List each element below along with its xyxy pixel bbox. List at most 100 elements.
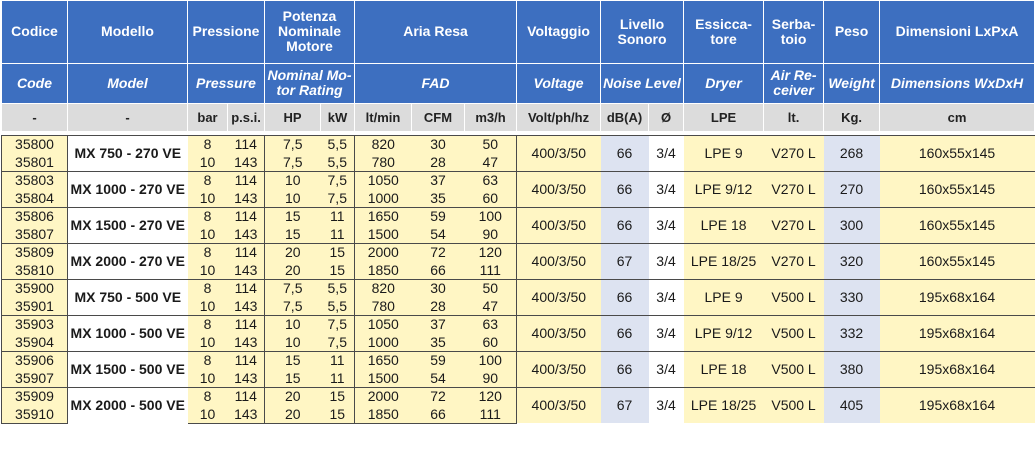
voltage-cell: 400/3/50 [516,206,601,243]
code-cell: 35909 [1,386,68,405]
code-cell: 35806 [1,206,68,225]
noise-dba-cell: 67 [600,242,649,279]
fad-m3h-cell: 50 [464,134,518,153]
pressure-psi-cell: 114 [227,242,265,261]
fad-m3h-cell: 50 [464,278,518,297]
dryer-cell: LPE 18/25 [683,386,764,423]
dryer-cell: LPE 9/12 [683,170,764,207]
power-kw-cell: 15 [320,261,356,279]
pressure-psi-cell: 143 [227,405,265,424]
unit-weight: Kg. [823,102,881,132]
dryer-size: 9/12 [725,181,753,197]
header-model-it: Modello [67,1,188,63]
fad-ltmin-cell: 1500 [354,369,412,387]
power-hp-cell: 7,5 [264,153,321,171]
compressor-spec-table: Codice Modello Pressione Potenza Nominal… [1,1,1035,424]
power-hp-cell: 7,5 [264,134,321,153]
noise-dba-cell: 66 [600,170,649,207]
fad-ltmin-cell: 1650 [354,350,412,369]
dryer-name: LPE [690,397,718,414]
header-pressure-en: Pressure [187,62,265,104]
table-row: 35804 10 143 10 7,5 1000 35 60 [1,189,1035,207]
dims-cell: 195x68x164 [879,278,1035,315]
unit-cfm: CFM [411,102,466,132]
header-spacer [1,131,1035,135]
pressure-psi-cell: 114 [227,314,265,333]
header-voltage-en: Voltage [516,62,602,104]
tank-prefix: V [771,217,781,233]
tank-size: 500 L [780,361,816,377]
table-row: 35800 MX 750 - 270 VE 8 114 7,5 5,5 820 30 50 400… [1,134,1035,171]
power-kw-cell: 5,5 [320,297,356,315]
unit-psi: p.s.i. [227,102,265,132]
noise-dba-cell: 66 [600,206,649,243]
tank-prefix: V [771,361,781,377]
pressure-bar-cell: 8 [187,350,228,369]
fad-ltmin-cell: 2000 [354,242,412,261]
dryer-size: 9 [734,289,743,305]
model-cell: MX 1000 - 500 VE [67,314,188,351]
fitting-cell: 3/4 [648,242,684,279]
power-kw-cell: 15 [320,242,356,261]
tank-prefix: V [771,397,781,414]
fad-ltmin-cell: 1050 [354,170,412,189]
pressure-psi-cell: 143 [227,333,265,351]
fad-m3h-cell: 63 [464,170,518,189]
noise-dba-cell: 67 [600,386,649,423]
tank-prefix: V [771,253,781,269]
fad-ltmin-cell: 1000 [354,333,412,351]
voltage-cell: 400/3/50 [516,242,601,279]
fad-m3h-cell: 47 [464,297,518,315]
tank-size: 270 L [780,253,816,269]
dryer-cell: LPE 9 [683,134,764,171]
dryer-size: 18 [730,361,747,377]
fad-cfm-cell: 28 [411,297,465,315]
model-cell: MX 2000 - 270 VE [67,242,188,279]
spacer-cell [1,131,1035,135]
weight-cell: 320 [823,242,880,279]
tank-size: 500 L [780,397,816,414]
fad-cfm-cell: 30 [411,278,465,297]
table-row: 35807 10 143 15 11 1500 54 90 [1,225,1035,243]
fad-ltmin-cell: 1650 [354,206,412,225]
dims-cell: 160x55x145 [879,134,1035,171]
unit-bar: bar [187,102,228,132]
power-hp-cell: 10 [264,189,321,207]
fad-cfm-cell: 66 [411,261,465,279]
code-cell: 35800 [1,134,68,153]
power-hp-cell: 15 [264,350,321,369]
pressure-bar-cell: 10 [187,153,228,171]
pressure-bar-cell: 10 [187,369,228,387]
power-kw-cell: 11 [320,350,356,369]
unit-dryer: LPE [683,102,765,132]
dryer-size: 18/25 [721,253,757,269]
voltage-cell: 400/3/50 [516,134,601,171]
header-model-en: Model [67,62,188,104]
dryer-name: LPE [704,289,731,305]
pressure-bar-cell: 8 [187,206,228,225]
voltage-cell: 400/3/50 [516,350,601,387]
dryer-cell: LPE 9/12 [683,314,764,351]
header-row-english: Code Model Pressure Nominal Mo-tor Ratin… [1,62,1035,104]
tank-size: 270 L [780,217,816,233]
fitting-cell: 3/4 [648,170,684,207]
fad-cfm-cell: 59 [411,206,465,225]
pressure-bar-cell: 8 [187,314,228,333]
code-cell: 35903 [1,314,68,333]
table-row: 35901 10 143 7,5 5,5 780 28 47 [1,297,1035,315]
weight-cell: 332 [823,314,880,351]
table-row: 35900 MX 750 - 500 VE 8 114 7,5 5,5 820 30 50 400… [1,278,1035,315]
power-hp-cell: 15 [264,369,321,387]
fad-m3h-cell: 60 [464,333,518,351]
tank-cell: V500 L [763,314,824,351]
unit-ltmin: lt/min [354,102,413,132]
weight-cell: 380 [823,350,880,387]
voltage-cell: 400/3/50 [516,170,601,207]
dims-cell: 195x68x164 [879,350,1035,387]
fad-ltmin-cell: 780 [354,153,412,171]
fad-cfm-cell: 30 [411,134,465,153]
dims-cell: 195x68x164 [879,314,1035,351]
unit-code: - [1,102,68,132]
power-kw-cell: 5,5 [320,134,356,153]
model-cell: MX 750 - 500 VE [67,278,188,315]
